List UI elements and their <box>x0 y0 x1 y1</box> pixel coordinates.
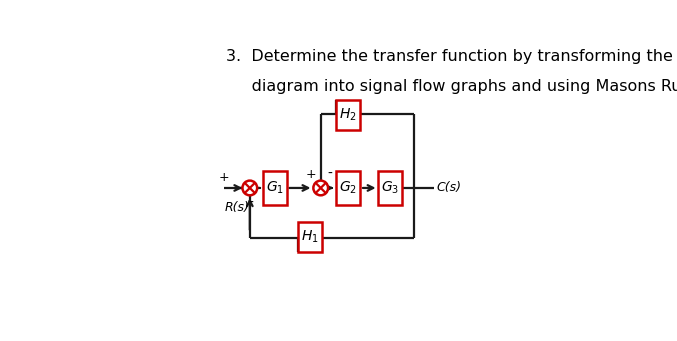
Text: R(s): R(s) <box>225 201 250 214</box>
Text: +: + <box>305 167 316 180</box>
Text: +: + <box>218 171 229 184</box>
Text: $G_1$: $G_1$ <box>266 180 284 196</box>
Circle shape <box>242 181 257 195</box>
Text: $H_2$: $H_2$ <box>339 107 357 123</box>
Text: $H_1$: $H_1$ <box>301 229 319 246</box>
Circle shape <box>313 181 328 195</box>
Bar <box>378 171 402 205</box>
Text: diagram into signal flow graphs and using Masons Rule.: diagram into signal flow graphs and usin… <box>226 79 677 94</box>
Text: C(s): C(s) <box>436 181 461 194</box>
Bar <box>336 100 360 130</box>
Text: -: - <box>327 167 332 181</box>
Bar <box>336 171 360 205</box>
Text: $G_3$: $G_3$ <box>381 180 399 196</box>
Bar <box>299 222 322 252</box>
Text: -: - <box>248 196 253 210</box>
Text: 3.  Determine the transfer function by transforming the given block: 3. Determine the transfer function by tr… <box>226 49 677 64</box>
Text: $G_2$: $G_2$ <box>339 180 357 196</box>
Bar <box>263 171 286 205</box>
